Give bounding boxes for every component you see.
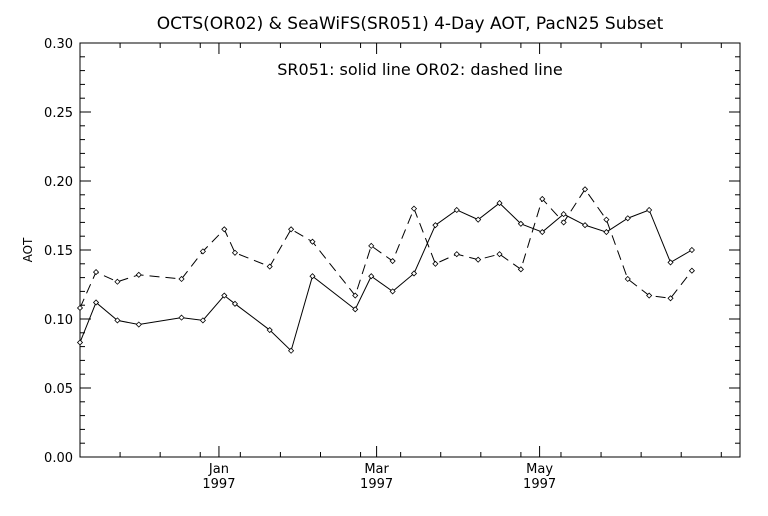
series-point-sr051 bbox=[517, 220, 524, 227]
series-point-sr051 bbox=[624, 215, 631, 222]
series-point-or02 bbox=[114, 278, 121, 285]
legend-annotation: SR051: solid line OR02: dashed line bbox=[277, 60, 562, 79]
series-point-sr051 bbox=[309, 273, 316, 280]
series-point-or02 bbox=[76, 304, 84, 312]
series-point-or02 bbox=[603, 216, 610, 223]
y-tick-label: 0.00 bbox=[44, 451, 73, 466]
series-point-sr051 bbox=[221, 292, 228, 299]
series-point-or02 bbox=[92, 269, 100, 276]
series-point-sr051 bbox=[114, 317, 121, 324]
y-axis-label: AOT bbox=[21, 237, 35, 262]
series-point-or02 bbox=[266, 263, 273, 270]
series-point-or02 bbox=[560, 219, 567, 226]
series-point-sr051 bbox=[288, 347, 295, 354]
series-point-or02 bbox=[432, 260, 439, 267]
series-point-sr051 bbox=[581, 222, 589, 229]
series-point-sr051 bbox=[178, 314, 185, 321]
series-line-sr051 bbox=[79, 202, 693, 352]
series-point-or02 bbox=[368, 242, 375, 249]
plot-frame bbox=[79, 42, 741, 458]
plot-border bbox=[79, 42, 741, 458]
series-point-or02 bbox=[624, 275, 631, 283]
series-point-or02 bbox=[475, 256, 482, 263]
series-point-sr051 bbox=[688, 246, 695, 254]
series-point-or02 bbox=[178, 275, 185, 283]
series-point-sr051 bbox=[135, 321, 142, 328]
y-tick-label: 0.30 bbox=[44, 37, 73, 52]
series-point-or02 bbox=[539, 195, 546, 203]
chart-title: OCTS(OR02) & SeaWiFS(SR051) 4-Day AOT, P… bbox=[157, 14, 664, 34]
series-point-sr051 bbox=[352, 306, 359, 313]
y-tick-label: 0.25 bbox=[44, 106, 73, 121]
series-point-sr051 bbox=[496, 200, 503, 207]
series-point-or02 bbox=[309, 238, 316, 245]
series-or02 bbox=[76, 186, 695, 312]
series-point-sr051 bbox=[76, 339, 84, 346]
y-tick-label: 0.20 bbox=[44, 175, 73, 190]
series-point-sr051 bbox=[667, 259, 674, 266]
y-tick-label: 0.10 bbox=[44, 313, 73, 328]
series-point-or02 bbox=[288, 226, 295, 233]
x-tick-month-label: Mar bbox=[364, 462, 389, 477]
series-line-or02 bbox=[79, 188, 693, 309]
series-point-sr051 bbox=[266, 326, 273, 334]
series-point-sr051 bbox=[92, 299, 100, 306]
y-tick-label: 0.05 bbox=[44, 382, 73, 397]
y-axis-ticks: 0.00 0.05 0.10 0.15 0.20 0.25 0.30 bbox=[44, 37, 740, 466]
series-point-sr051 bbox=[432, 222, 439, 229]
series-point-or02 bbox=[581, 186, 589, 193]
series-point-sr051 bbox=[560, 211, 567, 218]
series-point-sr051 bbox=[475, 216, 482, 223]
series-point-or02 bbox=[496, 251, 503, 258]
series-point-or02 bbox=[517, 266, 524, 273]
series-point-or02 bbox=[688, 267, 695, 274]
series-point-or02 bbox=[352, 292, 359, 299]
series-point-sr051 bbox=[646, 206, 653, 214]
x-tick-month-label: May bbox=[526, 462, 553, 477]
series-point-sr051 bbox=[368, 273, 375, 280]
series-point-sr051 bbox=[231, 300, 239, 307]
series-point-or02 bbox=[410, 205, 418, 212]
series-point-or02 bbox=[453, 251, 460, 258]
series-sr051 bbox=[76, 200, 695, 354]
series-point-or02 bbox=[199, 248, 206, 255]
x-tick-month-label: Jan bbox=[208, 462, 229, 477]
series-point-sr051 bbox=[410, 270, 418, 277]
series-layer bbox=[76, 186, 695, 354]
series-point-sr051 bbox=[603, 228, 610, 236]
series-point-or02 bbox=[646, 292, 653, 299]
series-point-or02 bbox=[667, 295, 674, 302]
series-point-or02 bbox=[389, 257, 396, 265]
x-tick-year-label: 1997 bbox=[523, 477, 556, 492]
series-point-or02 bbox=[231, 249, 239, 256]
series-point-sr051 bbox=[199, 317, 206, 324]
series-point-sr051 bbox=[389, 288, 396, 295]
series-point-sr051 bbox=[453, 206, 460, 214]
x-tick-year-label: 1997 bbox=[360, 477, 393, 492]
x-tick-year-label: 1997 bbox=[202, 477, 235, 492]
y-tick-label: 0.15 bbox=[44, 244, 73, 259]
series-point-sr051 bbox=[539, 228, 546, 236]
series-point-or02 bbox=[221, 226, 228, 233]
series-point-or02 bbox=[135, 271, 142, 278]
